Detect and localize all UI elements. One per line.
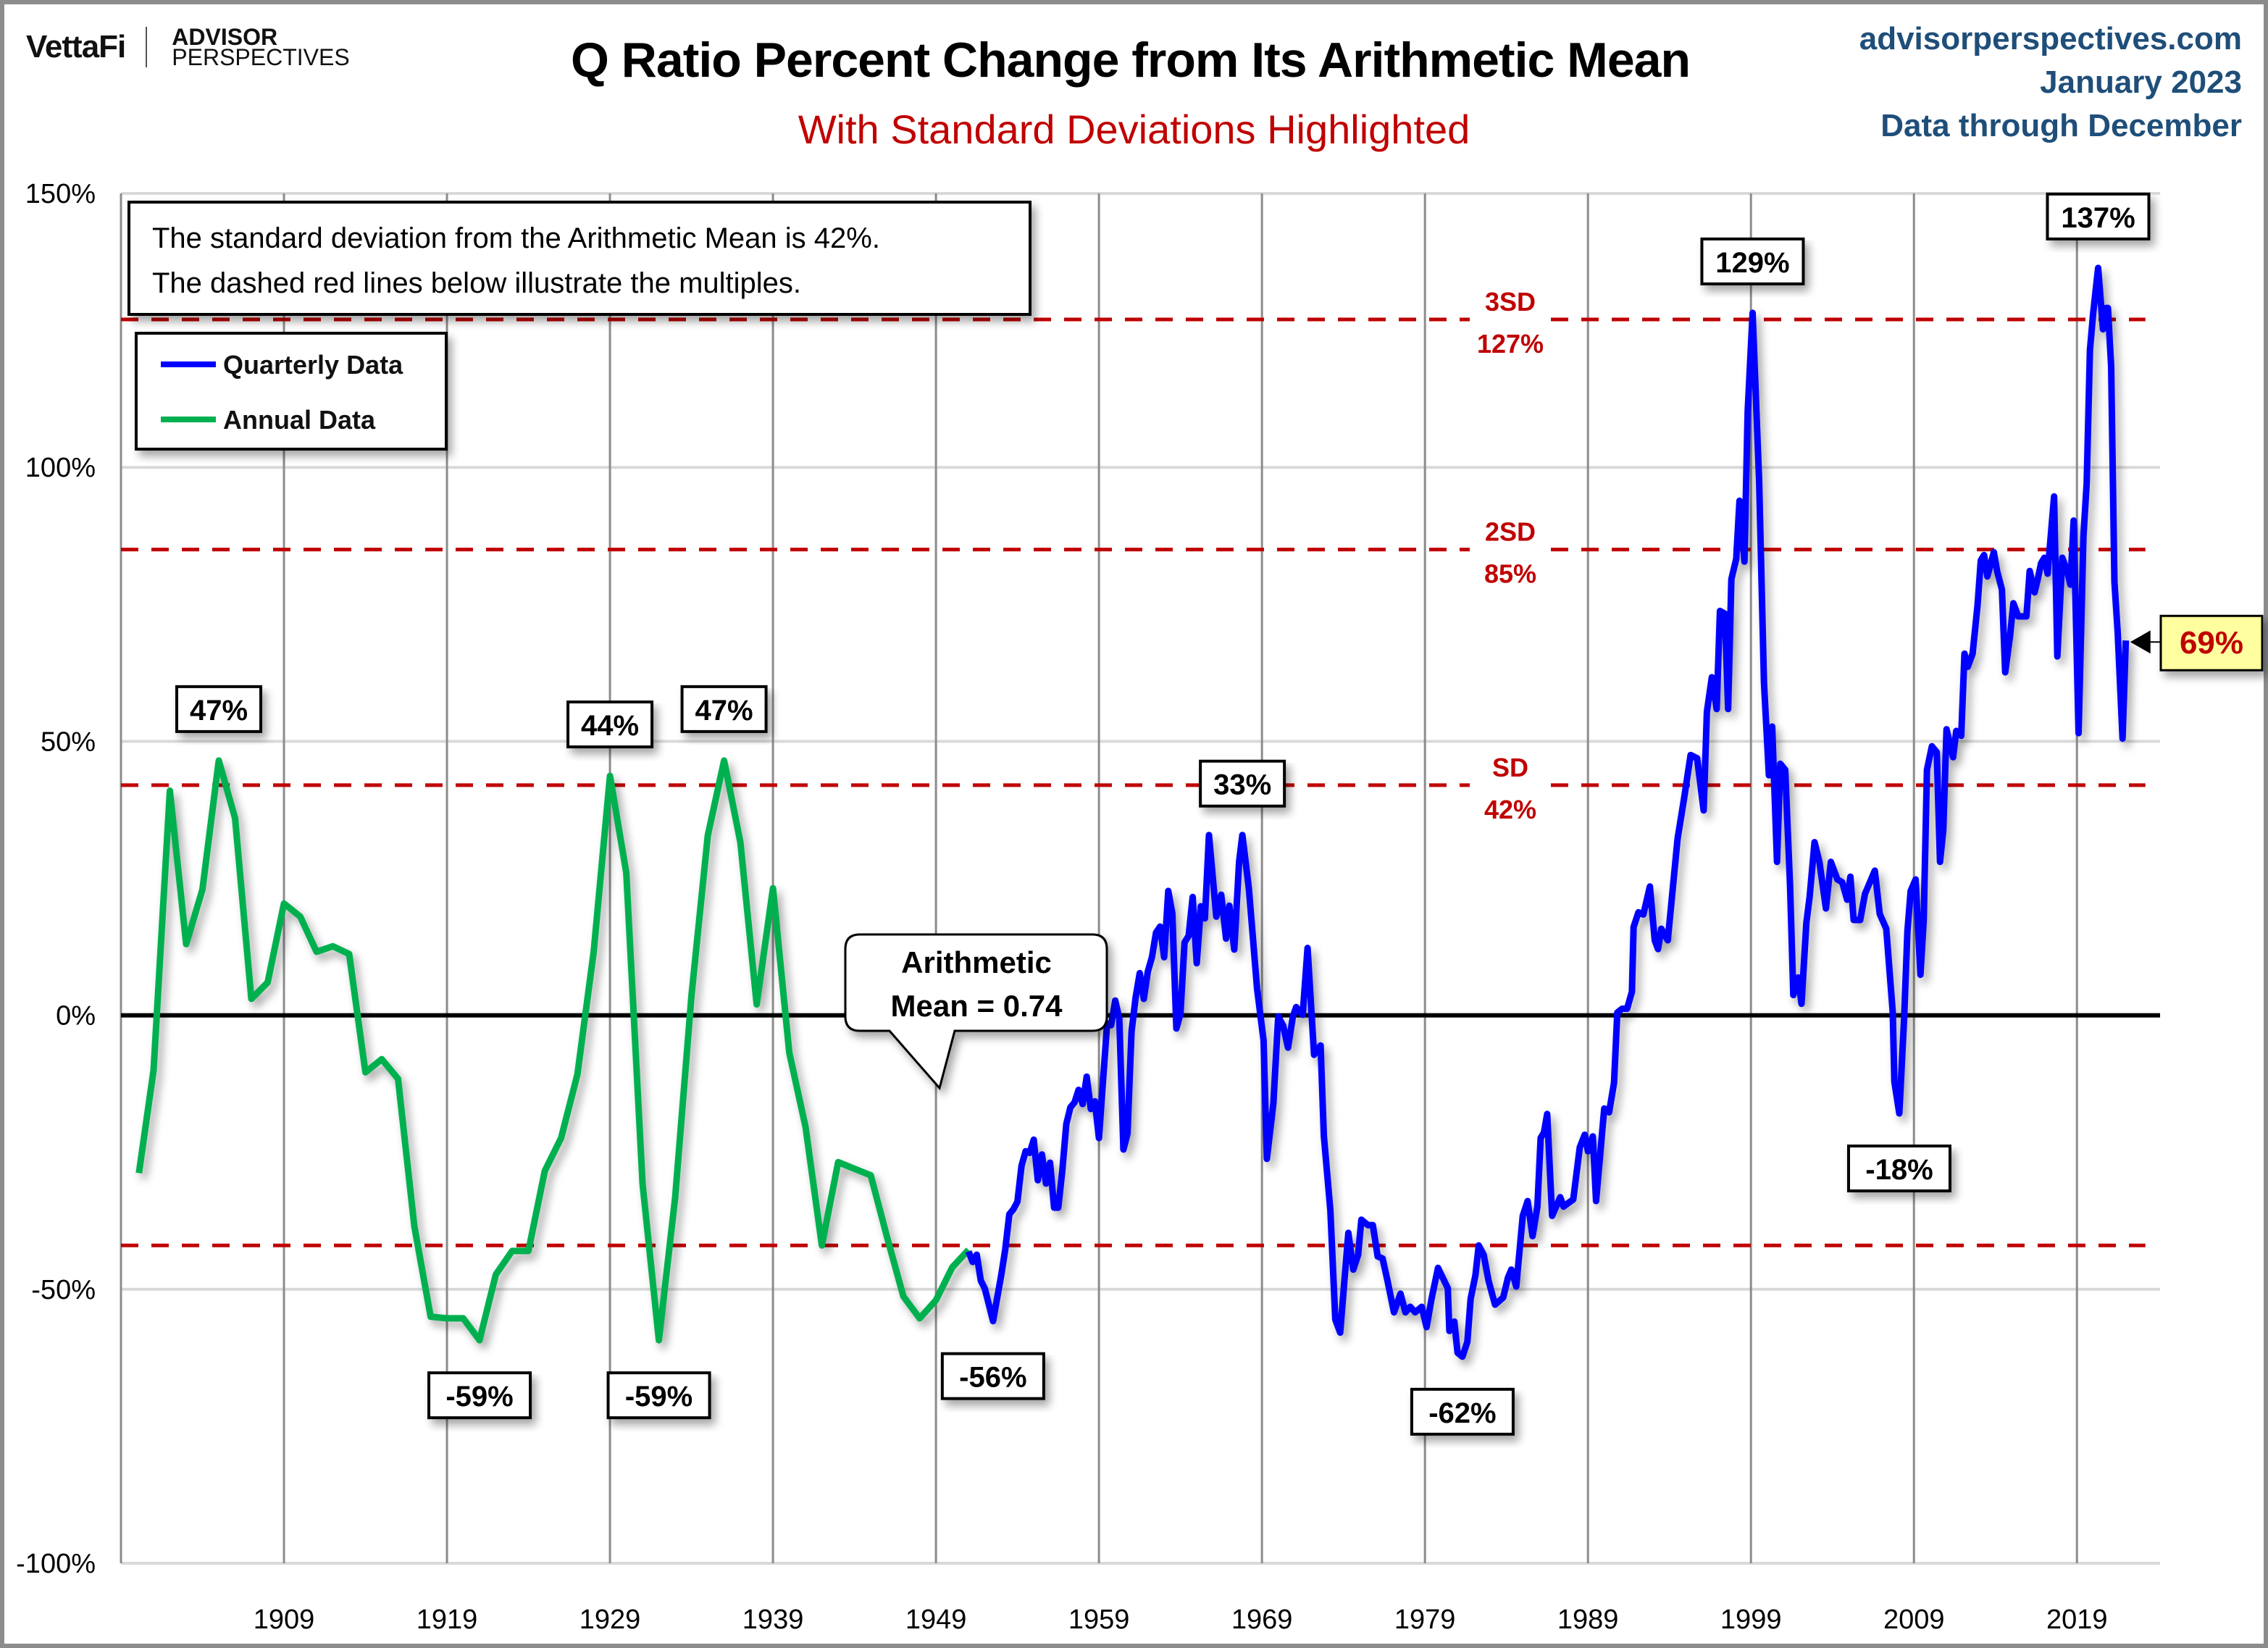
y-tick-label: 50% — [41, 727, 96, 757]
logo-perspectives-text: PERSPECTIVES — [172, 44, 350, 70]
x-tick-label: 1979 — [1394, 1605, 1456, 1635]
data-label-frame — [1700, 237, 1805, 285]
x-tick-label: 2009 — [1883, 1605, 1945, 1635]
latest-value-marker: 69% — [2130, 614, 2264, 672]
sd-note-frame — [127, 201, 1032, 316]
y-tick-label: -50% — [31, 1275, 96, 1305]
sd-label-name: 3SD — [1485, 287, 1536, 317]
data-label-box: -18% — [1846, 1144, 1951, 1192]
data-label-text: -59% — [445, 1381, 513, 1413]
data-label-text: 33% — [1213, 769, 1271, 801]
chart-title-text: Q Ratio Percent Change from Its Arithmet… — [571, 33, 1691, 88]
x-tick-label: 1989 — [1557, 1605, 1619, 1635]
sd-label-name: SD — [1492, 753, 1528, 782]
data-label-frame — [1410, 1387, 1515, 1436]
data-label-frame — [606, 1371, 711, 1420]
sd-note-box: The standard deviation from the Arithmet… — [127, 201, 1032, 316]
latest-arrow-icon — [2130, 630, 2151, 654]
sd-label-name: 2SD — [1485, 517, 1536, 547]
data-label-text: 47% — [190, 695, 248, 727]
source-note: Data through December — [1880, 108, 2242, 143]
x-tick-label: 2019 — [2046, 1605, 2108, 1635]
sd-note-line: The standard deviation from the Arithmet… — [152, 222, 880, 254]
data-label-frame — [566, 700, 654, 749]
reference-lines — [121, 317, 2160, 1247]
x-tick-label: 1959 — [1068, 1605, 1130, 1635]
y-tick-label: 100% — [25, 453, 96, 483]
data-label-box: -59% — [427, 1371, 532, 1420]
x-tick-label: 1969 — [1231, 1605, 1293, 1635]
data-label-box: 44% — [566, 700, 654, 749]
data-label-text: 47% — [695, 695, 753, 727]
source-info: advisorperspectives.com January 2023 Dat… — [1859, 17, 2242, 148]
data-label-box: 137% — [2046, 192, 2151, 240]
legend: Quarterly Data Annual Data — [135, 332, 448, 451]
vettafi-advisor-perspectives-logo: VettaFi ADVISOR PERSPECTIVES — [26, 22, 350, 72]
annotations: 3SD 127% 2SD 85% SD 42% 47% 44% 47% 33% 129% 137% -5… — [175, 192, 2151, 1436]
data-label-text: -56% — [959, 1362, 1026, 1394]
annual-legend-label: Annual Data — [223, 405, 376, 435]
data-label-box: 47% — [175, 685, 263, 733]
data-label-text: -59% — [625, 1381, 692, 1413]
latest-value-text: 69% — [2180, 625, 2243, 661]
data-label-text: -62% — [1428, 1397, 1496, 1429]
latest-value-box — [2159, 614, 2264, 672]
sd-label-background — [1470, 277, 1551, 361]
quarterly-series-line — [965, 264, 2130, 1360]
data-label-frame — [1199, 759, 1286, 808]
chart-title: Q Ratio Percent Change from Its Arithmet… — [0, 32, 2268, 88]
sd-label-value: 127% — [1477, 329, 1544, 359]
data-label-text: 137% — [2061, 202, 2135, 234]
data-label-text: 129% — [1715, 247, 1789, 279]
data-label-frame — [680, 685, 768, 733]
x-tick-label: 1919 — [417, 1605, 478, 1635]
x-tick-label: 1939 — [742, 1605, 804, 1635]
data-label-box: -59% — [606, 1371, 711, 1420]
y-tick-label: 150% — [25, 179, 96, 209]
sd-note-line: The dashed red lines below illustrate th… — [152, 267, 801, 299]
vettafi-logo: VettaFi — [26, 29, 126, 64]
data-label-box: 33% — [1199, 759, 1286, 808]
chart-subtitle: With Standard Deviations Highlighted — [798, 106, 1470, 152]
axis-labels: 150% 100% 50% 0% -50% -100% 1909 1919 1929 1939 19… — [16, 179, 2107, 1635]
mean-callout: Arithmetic Mean = 0.74 — [844, 933, 1108, 1091]
data-label-box: -56% — [940, 1352, 1045, 1400]
data-label-text: 44% — [581, 710, 639, 742]
data-label-frame — [940, 1352, 1045, 1400]
logo-divider — [146, 27, 148, 67]
source-date: January 2023 — [2040, 64, 2242, 100]
data-label-frame — [427, 1371, 532, 1420]
annual-series-line — [135, 757, 971, 1344]
advisor-perspectives-logo: ADVISOR PERSPECTIVES — [172, 24, 350, 70]
mean-callout-line1: Arithmetic — [901, 945, 1052, 979]
logo-advisor-text: ADVISOR — [172, 24, 278, 50]
data-label-frame — [175, 685, 263, 733]
sd-label-background — [1470, 743, 1551, 827]
y-tick-label: -100% — [16, 1549, 96, 1579]
overlays: The standard deviation from the Arithmet… — [127, 201, 2264, 1091]
data-label-frame — [1846, 1144, 1951, 1192]
data-label-frame — [2046, 192, 2151, 240]
series-lines — [135, 264, 2130, 1360]
x-tick-label: 1929 — [579, 1605, 641, 1635]
sd-label-background — [1470, 507, 1551, 592]
grid — [120, 192, 2160, 1565]
sd-label-value: 42% — [1484, 795, 1536, 824]
data-label-box: -62% — [1410, 1387, 1515, 1436]
data-label-box: 129% — [1700, 237, 1805, 285]
legend-frame — [135, 332, 448, 451]
data-label-text: -18% — [1865, 1154, 1933, 1186]
data-label-box: 47% — [680, 685, 768, 733]
x-tick-label: 1949 — [905, 1605, 967, 1635]
quarterly-legend-label: Quarterly Data — [223, 350, 403, 380]
mean-callout-bubble — [844, 933, 1108, 1091]
mean-callout-line2: Mean = 0.74 — [891, 989, 1063, 1023]
x-tick-label: 1999 — [1720, 1605, 1782, 1635]
source-site: advisorperspectives.com — [1859, 21, 2242, 57]
sd-label-value: 85% — [1484, 559, 1536, 589]
x-tick-label: 1909 — [254, 1605, 315, 1635]
y-tick-label: 0% — [56, 1001, 96, 1032]
